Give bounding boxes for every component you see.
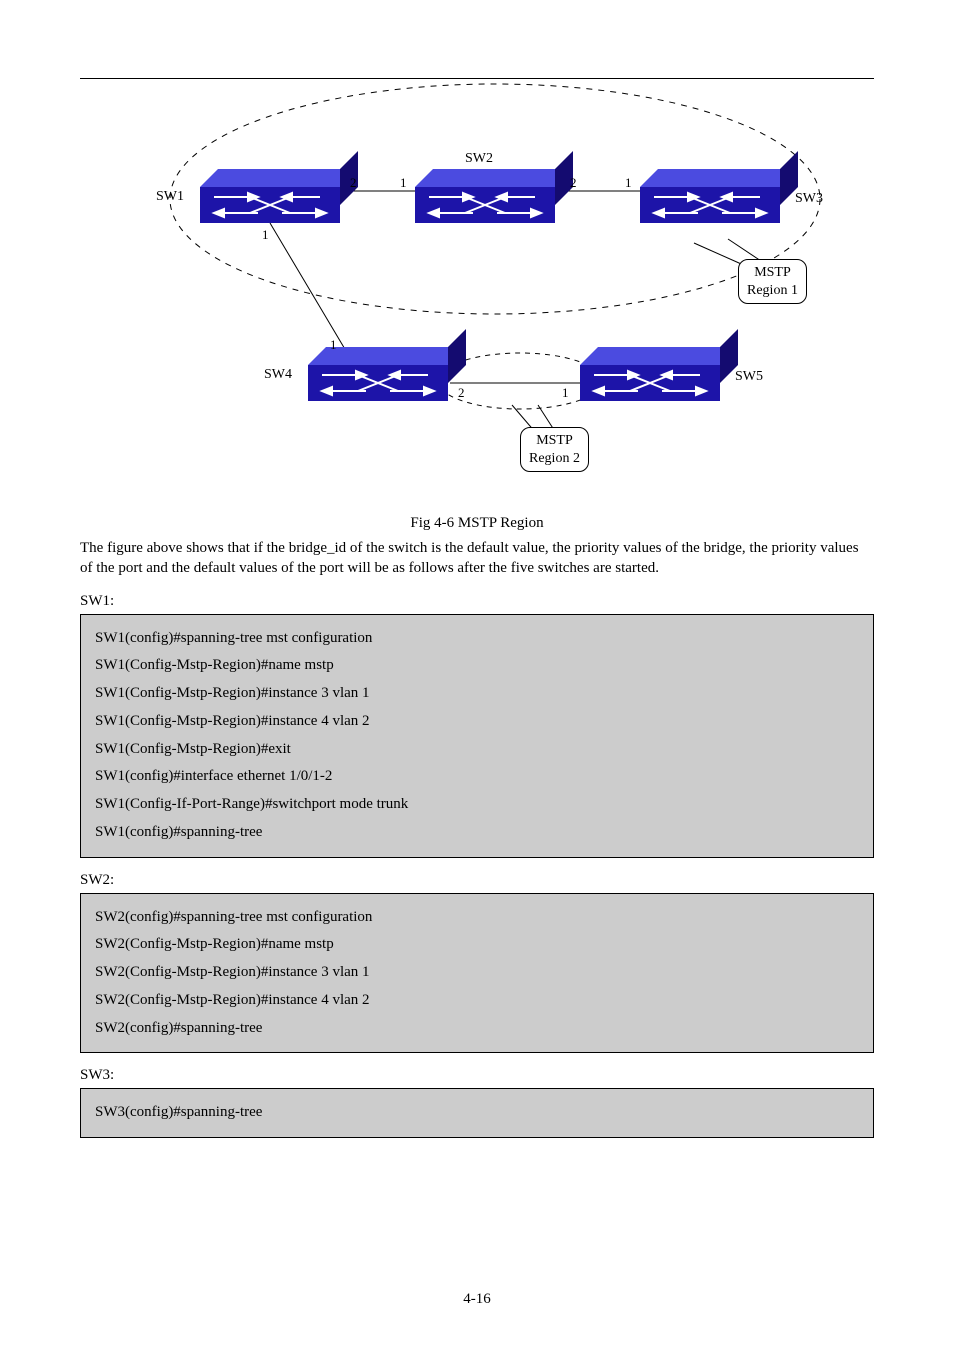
switch-sw2 bbox=[415, 169, 555, 205]
port-label: 1 bbox=[625, 175, 632, 191]
switch-front bbox=[580, 365, 720, 401]
code-label-sw2: SW2: bbox=[80, 872, 874, 889]
port-label: 1 bbox=[262, 227, 269, 243]
switch-sw5 bbox=[580, 347, 720, 383]
switch-top bbox=[640, 169, 798, 187]
switch-top bbox=[200, 169, 358, 187]
code-block-sw3: SW3(config)#spanning-tree bbox=[80, 1088, 874, 1138]
code-block-sw2: SW2(config)#spanning-tree mst configurat… bbox=[80, 893, 874, 1054]
switch-front bbox=[640, 187, 780, 223]
switch-front bbox=[415, 187, 555, 223]
port-label: 1 bbox=[400, 175, 407, 191]
port-label: 2 bbox=[350, 175, 357, 191]
code-block-sw1: SW1(config)#spanning-tree mst configurat… bbox=[80, 614, 874, 858]
port-label: 2 bbox=[458, 385, 465, 401]
switch-sw1 bbox=[200, 169, 340, 205]
port-label: 1 bbox=[562, 385, 569, 401]
switch-sw3 bbox=[640, 169, 780, 205]
switch-label-sw4: SW4 bbox=[264, 367, 292, 383]
code-label-sw1: SW1: bbox=[80, 593, 874, 610]
port-label: 2 bbox=[570, 175, 577, 191]
figure-caption: Fig 4-6 MSTP Region bbox=[80, 515, 874, 532]
page-number: 4-16 bbox=[0, 1291, 954, 1308]
switch-label-sw5: SW5 bbox=[735, 369, 763, 385]
callout-region1: MSTP Region 1 bbox=[738, 259, 807, 304]
port-label: 1 bbox=[330, 337, 337, 353]
page: SW1 SW2 bbox=[0, 0, 954, 1350]
switch-label-sw1: SW1 bbox=[156, 189, 184, 205]
switch-label-sw2: SW2 bbox=[465, 151, 493, 167]
link-sw1-sw4 bbox=[270, 223, 352, 361]
switch-front bbox=[200, 187, 340, 223]
switch-label-sw3: SW3 bbox=[795, 191, 823, 207]
callout-region2: MSTP Region 2 bbox=[520, 427, 589, 472]
paragraph: The figure above shows that if the bridg… bbox=[80, 538, 874, 579]
switch-top bbox=[580, 347, 738, 365]
switch-top bbox=[415, 169, 573, 187]
switch-front bbox=[308, 365, 448, 401]
figure-mstp-region: SW1 SW2 bbox=[80, 79, 874, 509]
code-label-sw3: SW3: bbox=[80, 1067, 874, 1084]
switch-sw4 bbox=[308, 347, 448, 383]
